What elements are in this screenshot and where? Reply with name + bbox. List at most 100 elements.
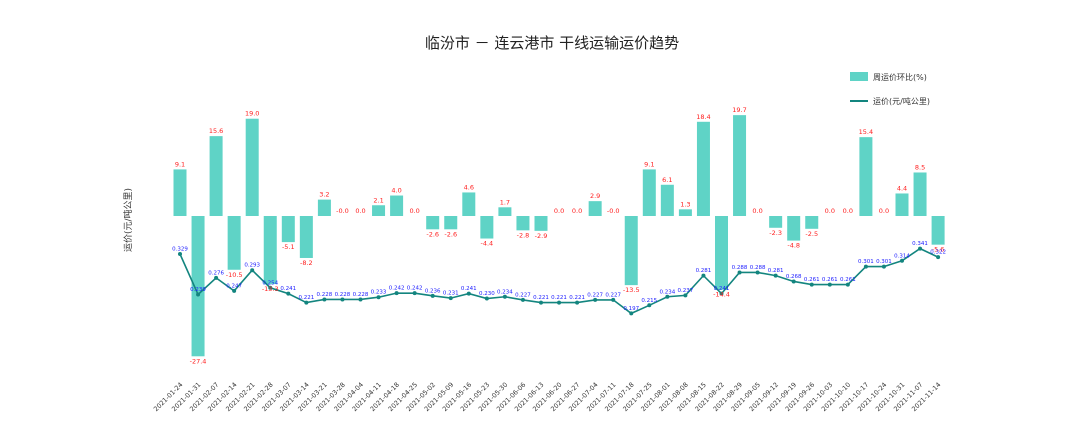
- bar-data-label: 2.1: [373, 196, 383, 204]
- bar-data-label: 4.6: [464, 183, 474, 191]
- legend-bar-swatch: [850, 72, 868, 81]
- line-data-label: 0.293: [244, 263, 260, 269]
- line-point: [827, 282, 832, 287]
- line-data-label: 0.322: [930, 250, 946, 256]
- bar-data-label: -0.0: [336, 207, 349, 215]
- line-data-label: 0.261: [840, 277, 856, 283]
- bar-data-label: -2.5: [805, 230, 818, 238]
- bar: [372, 205, 386, 216]
- bar-data-label: 0.0: [752, 207, 762, 215]
- bar: [480, 216, 494, 239]
- bar-data-label: -2.8: [517, 231, 530, 239]
- line-point: [502, 294, 507, 299]
- line-point: [845, 282, 850, 287]
- legend-line-label: 运价(元/吨公里): [873, 96, 930, 106]
- line-data-label: 0.228: [353, 292, 369, 298]
- bar: [426, 216, 440, 230]
- bar-data-label: -13.5: [623, 286, 640, 294]
- bar-data-label: 15.4: [859, 128, 873, 136]
- line-point: [647, 303, 652, 308]
- bar-data-label: 9.1: [175, 160, 185, 168]
- x-ticks-layer: 2021-01-242021-01-312021-02-072021-02-14…: [152, 381, 942, 413]
- line-data-label: 0.236: [425, 288, 441, 294]
- line-data-label: 0.288: [732, 265, 748, 271]
- line-data-label: 0.341: [912, 241, 928, 247]
- line-labels-layer: 0.3290.2390.2760.2470.2930.2540.2410.221…: [172, 241, 946, 312]
- line-data-label: 0.241: [280, 286, 296, 292]
- bar: [516, 216, 530, 231]
- line-point: [719, 291, 724, 296]
- line-data-label: 0.301: [876, 259, 892, 265]
- line-point: [629, 311, 634, 316]
- bar-data-label: -4.4: [481, 240, 494, 248]
- bar: [317, 199, 331, 216]
- bar-data-label: -27.4: [190, 357, 207, 365]
- bar: [444, 216, 458, 230]
- line-point: [286, 291, 291, 296]
- line-data-label: 0.221: [569, 295, 585, 301]
- line-data-label: 0.221: [533, 295, 549, 301]
- line-point: [340, 297, 345, 302]
- bar-data-label: 8.5: [915, 163, 925, 171]
- bar-data-label: 9.1: [644, 160, 654, 168]
- bar: [245, 118, 259, 216]
- line-data-label: 0.329: [172, 247, 188, 253]
- bar: [299, 216, 313, 258]
- line-point: [376, 295, 381, 300]
- bar: [805, 216, 819, 229]
- line-point: [683, 293, 688, 298]
- line-data-label: 0.197: [623, 306, 639, 312]
- line-data-label: 0.242: [407, 286, 423, 292]
- bar: [588, 201, 602, 216]
- bar-data-label: -5.1: [282, 243, 295, 251]
- line-data-label: 0.237: [678, 288, 694, 294]
- bar-data-label: 1.7: [500, 198, 510, 206]
- bar: [642, 169, 656, 216]
- chart-title: 临汾市 － 连云港市 干线运输运价趋势: [425, 34, 679, 52]
- line-data-label: 0.221: [298, 295, 314, 301]
- bar-data-label: 4.0: [391, 187, 401, 195]
- bar-data-label: 15.6: [209, 127, 223, 135]
- line-data-label: 0.254: [262, 280, 278, 286]
- line-data-label: 0.261: [804, 277, 820, 283]
- line-point: [268, 285, 273, 290]
- line-data-label: 0.228: [317, 292, 333, 298]
- bar: [534, 216, 548, 231]
- bar: [209, 136, 223, 216]
- bar: [913, 172, 927, 216]
- line-point: [755, 270, 760, 275]
- line-data-label: 0.314: [894, 253, 910, 259]
- line-point: [593, 297, 598, 302]
- bar: [281, 216, 295, 243]
- bar-data-label: 0.0: [843, 207, 853, 215]
- line-data-label: 0.261: [822, 277, 838, 283]
- bar-data-label: 18.4: [696, 113, 710, 121]
- line-data-label: 0.241: [461, 286, 477, 292]
- bar: [678, 209, 692, 216]
- line-data-label: 0.247: [226, 283, 242, 289]
- bar-data-label: -0.0: [607, 207, 620, 215]
- bar: [173, 169, 187, 216]
- bar: [498, 207, 512, 216]
- line-point: [900, 258, 904, 263]
- line-point: [773, 273, 778, 278]
- line-data-label: 0.268: [786, 274, 802, 280]
- bar: [895, 193, 909, 216]
- line-point: [250, 268, 255, 273]
- bar-data-label: -10.5: [226, 271, 243, 279]
- line-point: [809, 282, 814, 287]
- line-point: [466, 291, 471, 296]
- bar-data-label: -14.4: [713, 291, 730, 299]
- line-point: [394, 291, 399, 296]
- line-data-label: 0.227: [587, 292, 603, 298]
- line-data-label: 0.239: [190, 287, 206, 293]
- line-point: [304, 300, 309, 305]
- line-data-label: 0.227: [605, 292, 621, 298]
- line-point: [412, 291, 417, 296]
- bar-data-label: -2.6: [426, 230, 439, 238]
- legend-bar-label: 周运价环比(%): [873, 72, 927, 82]
- y-axis-label: 运价(元/吨公里): [122, 188, 134, 252]
- line-point: [196, 292, 201, 297]
